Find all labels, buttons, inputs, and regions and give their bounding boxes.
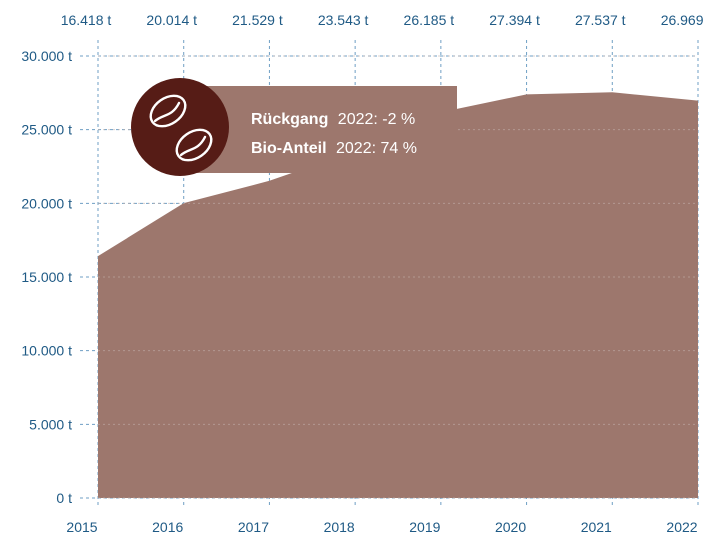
- y-tick-label: 15.000 t: [21, 269, 72, 285]
- x-tick-label: 2016: [152, 519, 183, 535]
- value-label: 21.529 t: [232, 12, 283, 28]
- value-label: 26.185 t: [404, 12, 455, 28]
- coffee-beans-icon: [149, 94, 213, 162]
- info-line-1-value: 2022: -2 %: [338, 111, 415, 128]
- info-line-2: Bio-Anteil 2022: 74 %: [251, 140, 417, 157]
- y-tick-label: 20.000 t: [21, 195, 72, 211]
- x-tick-label: 2019: [409, 519, 440, 535]
- value-label: 20.014 t: [146, 12, 197, 28]
- info-line-1-label: Rückgang: [251, 111, 328, 128]
- x-tick-label: 2021: [581, 519, 612, 535]
- y-tick-label: 25.000 t: [21, 122, 72, 138]
- info-line-1: Rückgang 2022: -2 %: [251, 111, 415, 128]
- x-tick-label: 2018: [324, 519, 355, 535]
- y-tick-label: 10.000 t: [21, 343, 72, 359]
- value-label: 16.418 t: [61, 12, 112, 28]
- area-series: [98, 92, 698, 498]
- value-label: 27.394 t: [489, 12, 540, 28]
- info-badge: [131, 78, 229, 176]
- value-label: 23.543 t: [318, 12, 369, 28]
- x-tick-label: 2022: [666, 519, 697, 535]
- x-tick-label: 2015: [66, 519, 97, 535]
- x-tick-label: 2020: [495, 519, 526, 535]
- y-tick-label: 30.000 t: [21, 48, 72, 64]
- area-layer: [98, 92, 698, 498]
- y-tick-label: 5.000 t: [29, 416, 72, 432]
- label-layer: 0 t 5.000 t 10.000 t 15.000 t 20.000 t 25.000…: [21, 12, 707, 535]
- info-line-2-value: 2022: 74 %: [336, 140, 417, 157]
- info-box: Rückgang 2022: -2 % Bio-Anteil 2022: 74 …: [131, 78, 457, 176]
- y-tick-label: 0 t: [56, 490, 72, 506]
- value-label: 26.969 t: [661, 12, 707, 28]
- x-tick-label: 2017: [238, 519, 269, 535]
- value-label: 27.537 t: [575, 12, 626, 28]
- info-line-2-label: Bio-Anteil: [251, 140, 327, 157]
